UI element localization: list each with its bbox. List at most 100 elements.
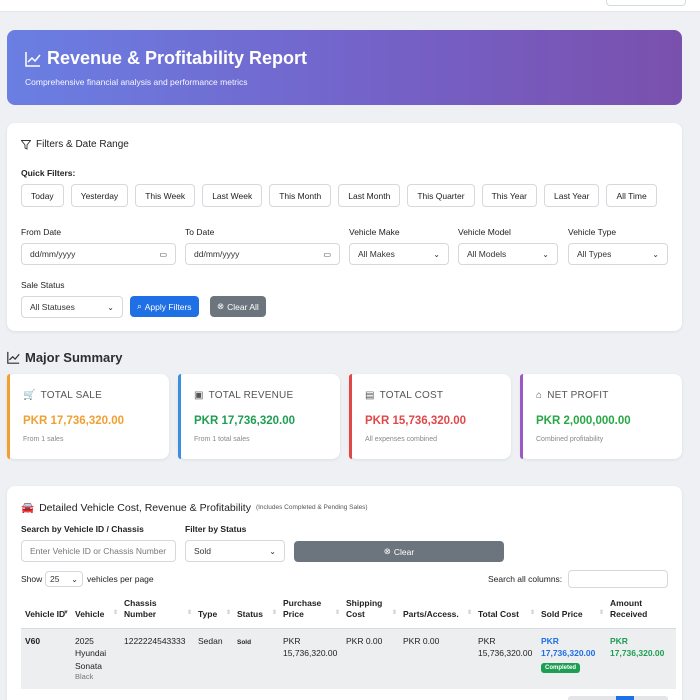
total-cost-label-row: ▤ TOTAL COST [365,390,443,401]
quick-filters-label: Quick Filters: [21,168,76,178]
search-all-input[interactable] [568,570,668,588]
report-header: Revenue & Profitability Report Comprehen… [7,30,682,105]
chevron-down-icon: ⌄ [71,574,78,584]
chevron-down-icon: ⌄ [107,302,114,312]
card-accent [7,374,10,459]
chart-line-icon [7,351,20,364]
page-size-select[interactable]: 25 ⌄ [45,571,83,587]
col-status[interactable]: Status ⇕ [233,594,279,630]
receipt-icon: ▤ [365,390,375,401]
net-profit-card: ⌂ NET PROFIT PKR 2,000,000.00 Combined pr… [520,374,682,459]
sold-price-value: PKR 17,736,320.00 [541,636,596,659]
from-date-input[interactable]: dd/mm/yyyy ▭ [21,243,176,265]
sort-icon: ⇕ [271,610,277,617]
clear-label: Clear [393,546,415,557]
from-date-placeholder: dd/mm/yyyy [30,249,76,259]
col-chassis[interactable]: Chassis Number ⇕ [120,594,194,630]
piggy-bank-icon: ⌂ [536,390,543,401]
column-label: Vehicle ID [25,609,66,620]
pagination-active-page[interactable] [616,696,634,700]
col-vehicle[interactable]: Vehicle ⇕ [71,594,120,630]
page-size-value: 25 [50,574,60,584]
quick-filter-yesterday[interactable]: Yesterday [70,184,129,207]
column-label: Purchase Price [283,598,322,620]
net-profit-note: Combined profitability [536,436,604,443]
cart-icon: 🛒 [23,390,36,401]
card-accent [349,374,352,459]
chevron-down-icon: ⌄ [652,249,659,259]
quick-filter-today[interactable]: Today [21,184,64,207]
vehicle-search-input[interactable]: Enter Vehicle ID or Chassis Number [21,540,176,562]
apply-filters-button[interactable]: ⌕ Apply Filters [130,296,199,317]
col-vehicle-id[interactable]: Vehicle ID ▼ [21,594,71,630]
sort-icon: ⇕ [186,610,192,617]
amount-received-value: PKR 17,736,320.00 [610,636,665,659]
sort-icon: ⇕ [334,610,340,617]
vehicle-search-placeholder: Enter Vehicle ID or Chassis Number [30,546,167,556]
cell-parts: PKR 0.00 [399,628,474,689]
total-cost-value: PKR 15,736,320.00 [365,415,467,427]
top-control[interactable] [606,0,686,6]
show-label: Show [21,574,43,584]
table-row[interactable]: V60 2025 Hyundai Sonata Black 12222245433… [21,628,676,689]
col-amount-received[interactable]: Amount Received [606,594,676,630]
clear-button[interactable]: ⊗ Clear [294,541,504,562]
sale-status-select[interactable]: All Statuses ⌄ [21,296,123,318]
cell-purchase-price: PKR 15,736,320.00 [279,628,342,689]
col-purchase-price[interactable]: Purchase Price ⇕ [279,594,342,630]
vehicle-model-select[interactable]: All Models ⌄ [458,243,558,265]
close-circle-icon: ⊗ [217,301,225,311]
vehicle-name: 2025 Hyundai Sonata [75,636,107,671]
filters-title: Filters & Date Range [36,139,129,150]
quick-filter-last-month[interactable]: Last Month [338,184,401,207]
calendar-icon[interactable]: ▭ [159,249,167,259]
quick-filter-this-quarter[interactable]: This Quarter [407,184,475,207]
to-date-input[interactable]: dd/mm/yyyy ▭ [185,243,340,265]
col-sold-price[interactable]: Sold Price ⇕ [537,594,606,630]
summary-title: Major Summary [25,350,123,365]
chart-line-icon [25,51,41,67]
total-sale-label-row: 🛒 TOTAL SALE [23,390,102,401]
completed-badge: Completed [541,662,581,674]
vehicle-model-value: All Models [467,249,507,259]
col-type[interactable]: Type ⇕ [194,594,233,630]
sale-status-value: All Statuses [30,302,75,312]
column-label: Type [198,609,218,620]
vehicle-type-select[interactable]: All Types ⌄ [568,243,668,265]
calendar-icon[interactable]: ▭ [323,249,331,259]
report-title: Revenue & Profitability Report [47,48,308,68]
quick-filter-this-month[interactable]: This Month [269,184,332,207]
column-label: Vehicle [75,609,105,620]
detail-card: 🚘 Detailed Vehicle Cost, Revenue & Profi… [7,486,682,700]
search-all-label: Search all columns: [488,574,563,584]
top-bar [0,0,700,12]
vehicle-table: Vehicle ID ▼ Vehicle ⇕ Chassis Number ⇕ Typ… [21,594,676,689]
quick-filter-last-year[interactable]: Last Year [544,184,600,207]
detail-heading: 🚘 Detailed Vehicle Cost, Revenue & Profi… [21,501,368,515]
total-sale-label: TOTAL SALE [40,390,102,401]
cell-status: Sold [233,628,279,689]
chevron-down-icon: ⌄ [269,546,276,556]
report-title-row: Revenue & Profitability Report [25,48,307,69]
status-badge: Sold [237,639,252,647]
pagination[interactable] [568,696,668,700]
quick-filter-all-time[interactable]: All Time [606,184,657,207]
quick-filter-last-week[interactable]: Last Week [202,184,263,207]
from-date-label: From Date [21,227,62,237]
column-label: Parts/Access. [403,609,459,620]
vehicle-make-select[interactable]: All Makes ⌄ [349,243,449,265]
col-parts[interactable]: Parts/Access. ⇕ [399,594,474,630]
status-filter-select[interactable]: Sold ⌄ [185,540,285,562]
sort-icon: ⇕ [391,610,397,617]
cell-vehicle: 2025 Hyundai Sonata Black [71,628,120,689]
quick-filter-this-year[interactable]: This Year [481,184,538,207]
per-page-label: vehicles per page [87,574,154,584]
total-sale-card: 🛒 TOTAL SALE PKR 17,736,320.00 From 1 sal… [7,374,169,459]
quick-filter-this-week[interactable]: This Week [135,184,196,207]
col-shipping-cost[interactable]: Shipping Cost ⇕ [342,594,399,630]
vehicle-make-label: Vehicle Make [349,227,400,237]
total-sale-value: PKR 17,736,320.00 [23,415,125,427]
clear-all-button[interactable]: ⊗ Clear All [210,296,266,317]
col-total-cost[interactable]: Total Cost ⇕ [474,594,537,630]
vehicle-type-label: Vehicle Type [568,227,617,237]
